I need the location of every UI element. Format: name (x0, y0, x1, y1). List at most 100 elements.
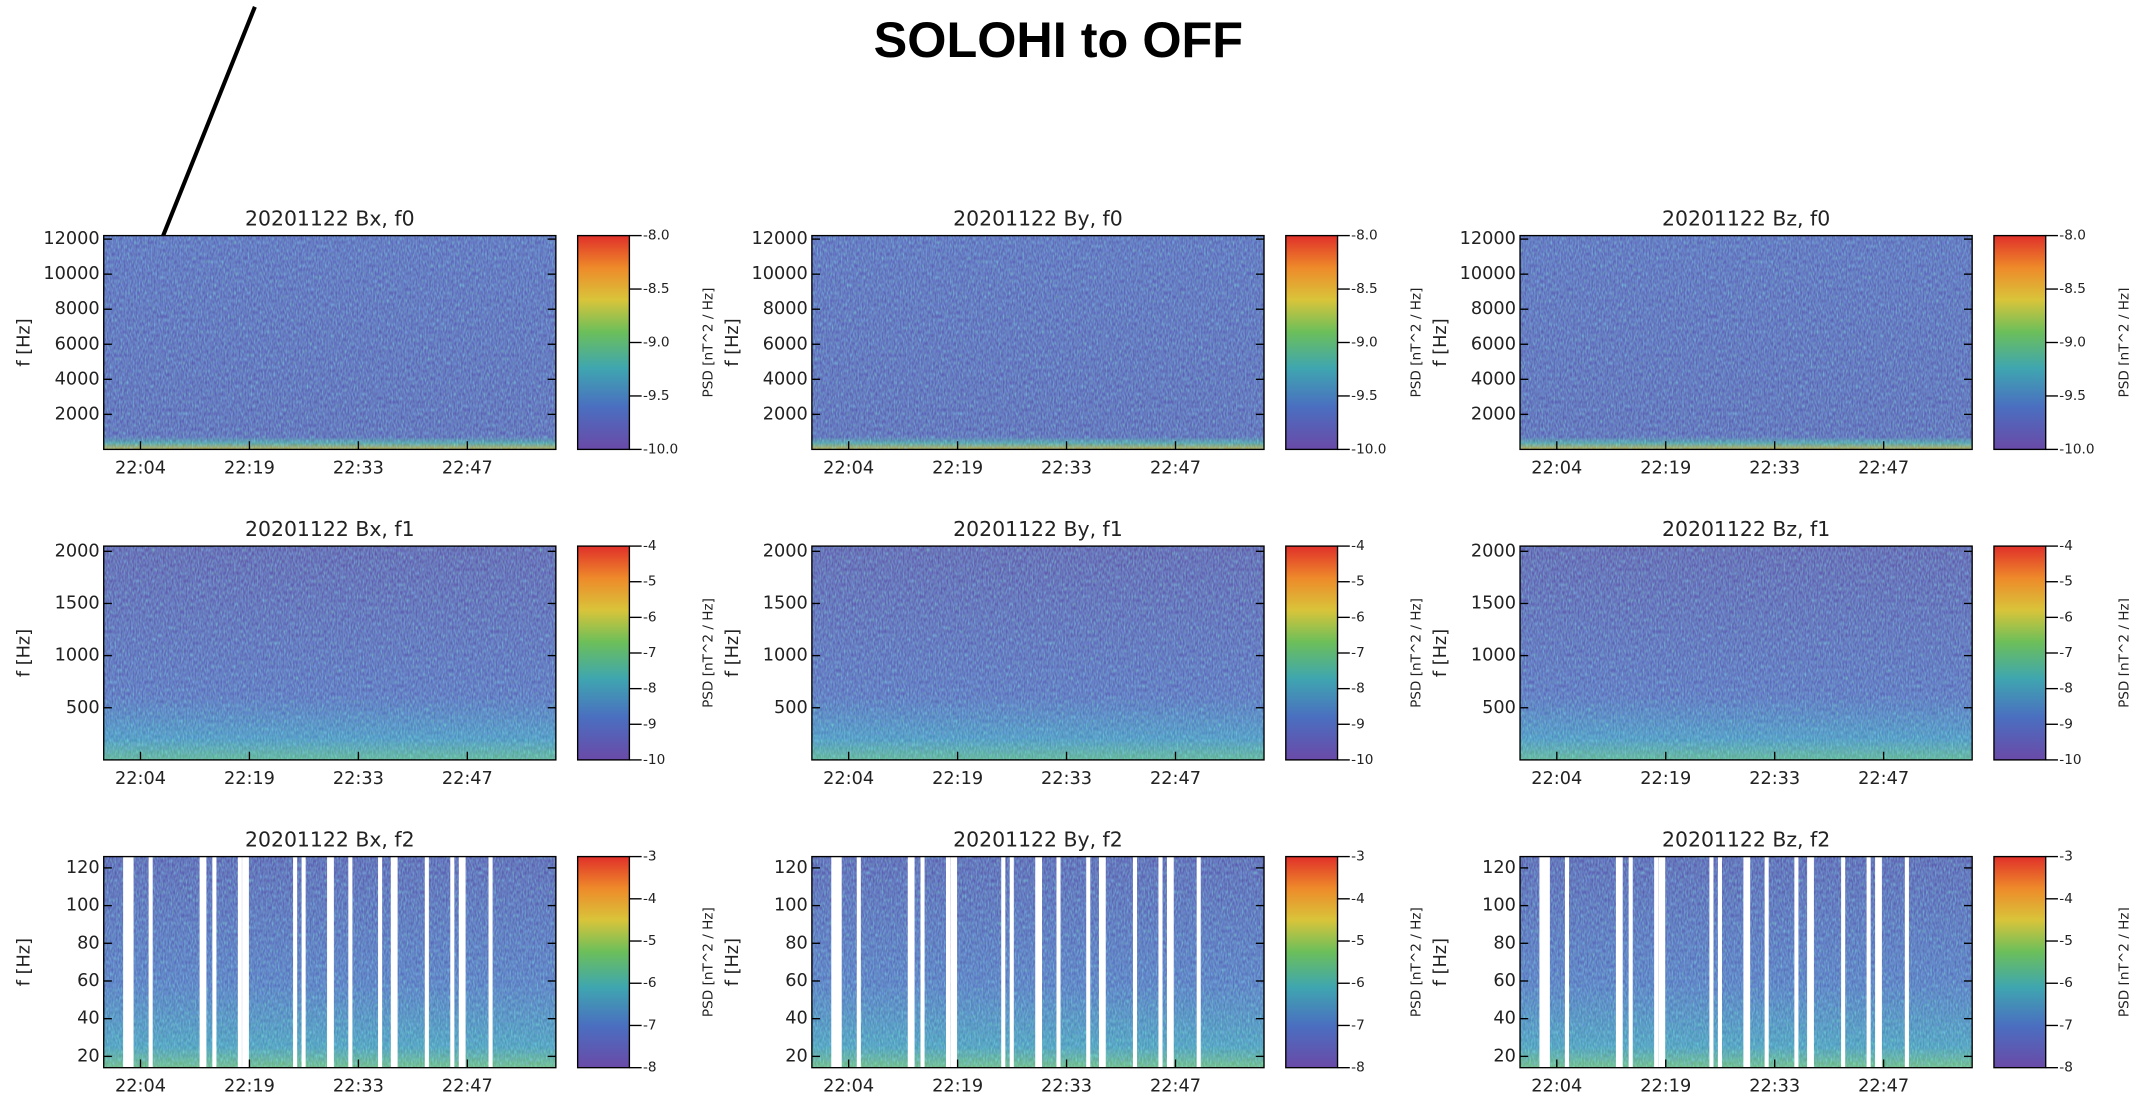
data-gap (920, 856, 925, 1068)
colorbar-tick-label: -6 (643, 975, 657, 991)
y-tick-label: 40 (1493, 1009, 1516, 1029)
colorbar-tick-label: -3 (643, 849, 657, 865)
colorbar-tick-label: -8 (2059, 681, 2073, 697)
data-gap (1743, 856, 1751, 1068)
data-gap (1875, 856, 1882, 1068)
colorbar-tick-label: -9.5 (643, 388, 670, 404)
colorbar (1285, 545, 1339, 761)
data-gap (1615, 856, 1623, 1068)
y-tick-label: 100 (1482, 896, 1516, 916)
x-tick-label: 22:04 (1531, 769, 1582, 789)
colorbar (1285, 234, 1339, 451)
data-gap (1086, 856, 1091, 1068)
colorbar-tick-label: -8.0 (643, 228, 670, 244)
data-gap (242, 856, 249, 1068)
data-gap (1196, 856, 1201, 1068)
panel-title: 20201122 Bx, f2 (245, 827, 415, 851)
data-gap (1035, 856, 1043, 1068)
colorbar-tick-label: -5 (1351, 933, 1365, 949)
colorbar-tick-label: -6 (2059, 975, 2073, 991)
colorbar-tick-label: -8.5 (2059, 281, 2086, 297)
data-gap (1545, 856, 1550, 1068)
y-tick-label: 6000 (763, 334, 808, 354)
colorbar-label: PSD [nT^2 / Hz] (700, 288, 716, 398)
y-tick-label: 500 (774, 698, 808, 718)
panel-title: 20201122 Bx, f0 (245, 206, 415, 230)
colorbar-tick-label: -6 (1351, 609, 1365, 625)
y-tick-label: 4000 (55, 369, 100, 389)
spectrogram-texture (103, 235, 556, 450)
data-gap (1098, 856, 1106, 1068)
colorbar-tick-label: -9 (643, 716, 657, 732)
colorbar-tick-label: -7 (2059, 1017, 2073, 1033)
colorbar (576, 855, 631, 1069)
plot-frame (103, 545, 557, 761)
colorbar-tick-label: -8 (1351, 1060, 1365, 1076)
colorbar-label: PSD [nT^2 / Hz] (1409, 907, 1425, 1017)
colorbar (1285, 855, 1339, 1069)
plot-frame (811, 234, 1265, 451)
data-gap (1764, 856, 1769, 1068)
colorbar-tick-label: -9.0 (2059, 335, 2086, 351)
x-tick-label: 22:33 (333, 769, 384, 789)
y-tick-label: 10000 (1460, 264, 1516, 284)
y-tick-label: 1000 (1471, 646, 1516, 666)
spectrogram-texture (1520, 546, 1973, 760)
data-gap (1866, 856, 1871, 1068)
data-gap (301, 856, 306, 1068)
data-gap (378, 856, 383, 1068)
colorbar-tick-label: -10.0 (643, 441, 678, 457)
data-gap (123, 856, 130, 1068)
y-tick-label: 6000 (55, 334, 100, 354)
y-axis-label: f [Hz] (723, 629, 743, 677)
data-gap (237, 856, 242, 1068)
colorbar-tick-label: -10 (2059, 752, 2081, 768)
x-tick-label: 22:33 (1041, 458, 1092, 478)
colorbar-label: PSD [nT^2 / Hz] (700, 598, 716, 708)
colorbar-label: PSD [nT^2 / Hz] (1409, 598, 1425, 708)
panel-title: 20201122 By, f0 (953, 206, 1123, 230)
y-tick-label: 10000 (752, 264, 808, 284)
spectrogram-texture (1520, 235, 1973, 450)
data-gap (450, 856, 455, 1068)
colorbar-tick-label: -9.5 (2059, 388, 2086, 404)
colorbar-tick-label: -5 (643, 574, 657, 590)
colorbar-label: PSD [nT^2 / Hz] (2117, 288, 2129, 398)
data-gap (1564, 856, 1570, 1068)
y-tick-label: 4000 (1471, 369, 1516, 389)
plot-frame (811, 855, 1265, 1069)
data-gap (148, 856, 153, 1068)
data-gap (856, 856, 861, 1068)
colorbar-tick-label: -6 (1351, 975, 1365, 991)
colorbar-tick-label: -7 (2059, 645, 2073, 661)
panel-title: 20201122 Bz, f2 (1662, 827, 1830, 851)
y-tick-label: 100 (774, 896, 808, 916)
x-tick-label: 22:19 (224, 458, 275, 478)
data-gap (945, 856, 951, 1068)
y-tick-label: 20 (77, 1046, 100, 1066)
plot-frame (103, 234, 557, 451)
data-gap (1166, 856, 1174, 1068)
colorbar-tick-label: -10.0 (2059, 441, 2094, 457)
data-gap (390, 856, 398, 1068)
data-gap (1841, 856, 1846, 1068)
x-tick-label: 22:19 (1640, 1077, 1691, 1097)
colorbar-tick-label: -10 (643, 752, 665, 768)
y-tick-label: 8000 (55, 299, 100, 319)
data-gap (293, 856, 298, 1068)
colorbar-tick-label: -9 (1351, 716, 1365, 732)
colorbar-tick-label: -5 (2059, 574, 2073, 590)
colorbar-tick-label: -4 (643, 538, 657, 554)
data-gap (458, 856, 466, 1068)
y-axis-label: f [Hz] (1431, 318, 1451, 366)
x-tick-label: 22:33 (1041, 769, 1092, 789)
y-tick-label: 60 (77, 971, 100, 991)
y-axis-label: f [Hz] (723, 318, 743, 366)
x-tick-label: 22:47 (1858, 1077, 1909, 1097)
data-gap (199, 856, 207, 1068)
y-tick-label: 2000 (763, 404, 808, 424)
x-tick-label: 22:04 (823, 458, 874, 478)
x-tick-label: 22:04 (115, 458, 166, 478)
data-gap (837, 856, 842, 1068)
x-tick-label: 22:33 (333, 458, 384, 478)
